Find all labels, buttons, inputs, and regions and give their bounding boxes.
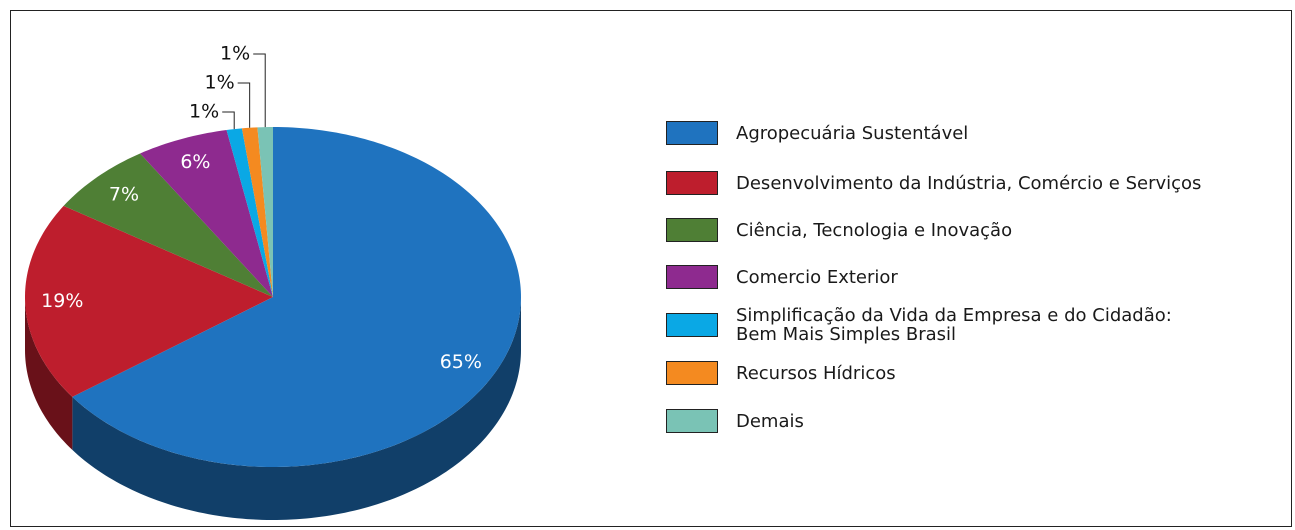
legend-swatch: [666, 121, 718, 145]
slice: [63, 153, 273, 297]
legend-item: Demais: [666, 409, 804, 433]
legend-label: Agropecuária Sustentável: [736, 122, 969, 144]
data-label: 1%: [205, 72, 235, 94]
slice: [241, 127, 273, 298]
legend-swatch: [666, 361, 718, 385]
leader-line: [222, 111, 235, 130]
slice: [257, 127, 273, 297]
legend-item: Agropecuária Sustentável: [666, 121, 968, 145]
data-label: 1%: [220, 43, 250, 65]
legend-label: Demais: [736, 410, 804, 432]
frame: [10, 10, 1292, 527]
legend-swatch: [666, 218, 718, 242]
data-label: 65%: [440, 351, 482, 373]
legend-item: Simplificação da Vida da Empresa e do Ci…: [666, 306, 1172, 344]
legend-item: Comercio Exterior: [666, 265, 898, 289]
legend-item: Recursos Hídricos: [666, 361, 896, 385]
slice: [25, 205, 274, 397]
legend-label: Ciência, Tecnologia e Inovação: [736, 219, 1013, 241]
slice: [226, 128, 273, 297]
slice: [140, 130, 273, 297]
legend-label: Comercio Exterior: [736, 266, 898, 288]
leader-line: [253, 53, 266, 128]
data-label: 19%: [41, 290, 83, 312]
legend-item: Desenvolvimento da Indústria, Comércio e…: [666, 171, 1201, 195]
data-label: 6%: [180, 151, 210, 173]
legend-swatch: [666, 409, 718, 433]
leader-line: [237, 82, 251, 128]
legend-swatch: [666, 265, 718, 289]
legend-label: Desenvolvimento da Indústria, Comércio e…: [736, 172, 1202, 194]
legend-swatch: [666, 171, 718, 195]
legend-item: Ciência, Tecnologia e Inovação: [666, 218, 1012, 242]
legend-label: Recursos Hídricos: [736, 362, 896, 384]
slice-side: [72, 297, 522, 520]
legend-label: Simplificação da Vida da Empresa e do Ci…: [736, 305, 1172, 345]
slice-side: [25, 297, 73, 450]
slice: [72, 127, 521, 467]
data-label: 1%: [189, 101, 219, 123]
legend-swatch: [666, 313, 718, 337]
data-label: 7%: [109, 183, 139, 205]
